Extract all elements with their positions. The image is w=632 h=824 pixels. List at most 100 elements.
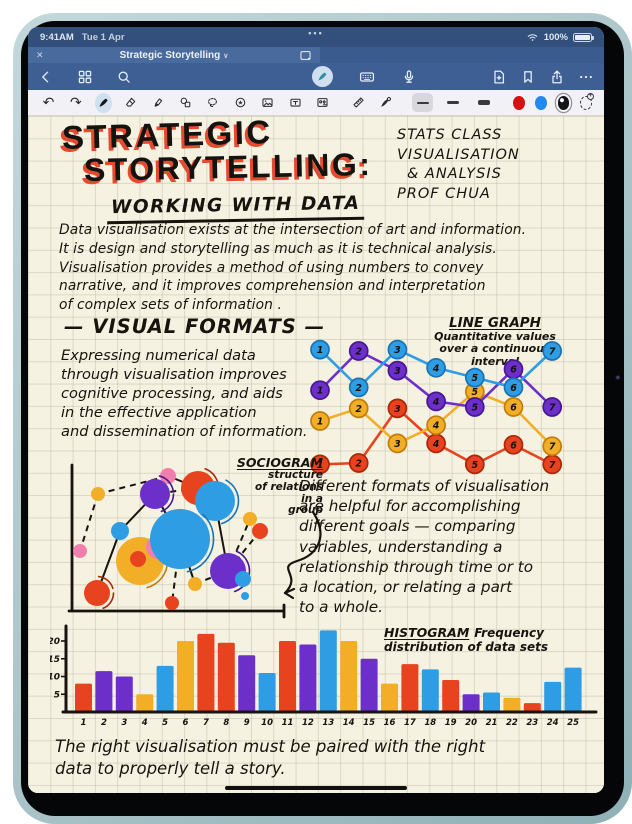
microphone-icon[interactable]: [401, 69, 417, 85]
pen-settings-tool[interactable]: [377, 93, 394, 113]
svg-text:2: 2: [355, 347, 362, 358]
share-icon[interactable]: [549, 69, 565, 85]
lasso-tool[interactable]: [205, 93, 222, 113]
svg-text:3: 3: [394, 439, 401, 450]
text-line: The right visualisation must be paired w…: [55, 737, 486, 756]
svg-text:4: 4: [141, 718, 148, 728]
battery-percent: 100%: [543, 31, 568, 43]
histogram-note: distribution of data sets: [384, 640, 549, 655]
svg-text:1: 1: [317, 345, 324, 356]
clock: 9:41AM: [40, 31, 74, 43]
svg-text:22: 22: [506, 718, 518, 728]
bookmark-icon[interactable]: [520, 69, 536, 85]
undo-button[interactable]: ↶: [42, 94, 55, 111]
svg-text:8: 8: [223, 718, 229, 728]
add-color-button[interactable]: +: [579, 92, 595, 110]
search-icon[interactable]: [116, 69, 132, 85]
stroke-thickness-medium[interactable]: [443, 93, 463, 112]
stickers-stamp-tool[interactable]: [232, 93, 249, 113]
ipad-device-frame: 9:41AM Tue 1 Apr ••• 100% ✕ Strateg: [13, 13, 632, 824]
elements-tool[interactable]: [314, 93, 331, 113]
svg-text:5: 5: [54, 690, 60, 700]
tab-title: Strategic Storytelling ∨: [119, 49, 229, 61]
formats-paragraph: Different formats of visualisation are he…: [299, 476, 549, 618]
keyboard-icon[interactable]: [359, 69, 375, 85]
svg-text:7: 7: [549, 347, 556, 358]
svg-text:13: 13: [322, 718, 334, 728]
text-line: relationship through time or to: [299, 557, 534, 576]
section-heading-visual-formats: — VISUAL FORMATS —: [64, 315, 326, 338]
svg-text:5: 5: [471, 387, 478, 398]
status-bar: 9:41AM Tue 1 Apr ••• 100%: [28, 27, 604, 47]
text-line: cognitive processing, and aids: [61, 384, 283, 402]
split-view-icon[interactable]: [299, 49, 312, 62]
tab-strategic-storytelling[interactable]: ✕ Strategic Storytelling ∨: [28, 47, 320, 63]
tab-bar: ✕ Strategic Storytelling ∨: [28, 47, 604, 63]
color-swatch-blue[interactable]: [535, 95, 548, 110]
text-box-tool[interactable]: [287, 93, 304, 113]
sociogram-note: structure of relations in a group: [211, 469, 323, 517]
svg-text:20: 20: [465, 718, 477, 728]
text-line: It is design and storytelling as much as…: [59, 240, 497, 257]
chevron-down-icon: ∨: [223, 52, 229, 60]
histogram-chart: 1 2 3 4 5 6 7 8 9 10 11 12 13 14 15 16 17 18 19 20 21 22 23 24 2…: [50, 624, 598, 728]
line-graph-note: Quantitative values over a continuous inte…: [400, 330, 590, 368]
note-subtitle: WORKING WITH DATA: [106, 192, 365, 225]
color-swatch-black-selected[interactable]: [557, 95, 570, 110]
add-page-icon[interactable]: [491, 69, 507, 85]
text-line: in a: [301, 492, 323, 505]
intro-paragraph: Data visualisation exists at the interse…: [59, 221, 526, 315]
svg-text:1: 1: [317, 460, 324, 471]
close-tab-icon[interactable]: ✕: [36, 49, 44, 60]
thumbnails-grid-button[interactable]: [77, 69, 93, 85]
line-graph-chart: 1 2 3 4 5 6 7 1 2 3 4 5 6 7 1 2 3 4 5 6 7 1 2 3 4 5 6 7: [310, 339, 563, 475]
color-swatch-red[interactable]: [512, 95, 525, 110]
svg-text:5: 5: [162, 718, 168, 728]
svg-text:14: 14: [343, 718, 355, 728]
pen-tools-toolbar: ↶ ↷: [28, 90, 604, 116]
text-line: data to properly tell a story.: [55, 759, 286, 779]
svg-text:1: 1: [81, 718, 87, 728]
back-button[interactable]: [38, 69, 54, 85]
pen-tool[interactable]: [94, 92, 112, 113]
closing-paragraph: The right visualisation must be paired w…: [55, 736, 485, 781]
text-line: Expressing numerical data: [61, 347, 256, 364]
highlighter-tool[interactable]: [150, 93, 167, 113]
svg-text:6: 6: [510, 440, 517, 451]
note-page-canvas[interactable]: STRATEGIC STORYTELLING: WORKING WITH DAT…: [28, 116, 604, 793]
text-line: in the effective application: [61, 403, 257, 421]
svg-text:3: 3: [394, 366, 401, 377]
expressing-paragraph: Expressing numerical data through visuali…: [61, 347, 307, 442]
shapes-tool[interactable]: [177, 93, 194, 113]
text-line: structure: [268, 469, 323, 481]
svg-text:11: 11: [282, 718, 294, 728]
svg-text:7: 7: [549, 460, 556, 471]
svg-text:25: 25: [567, 718, 579, 728]
text-line: & ANALYSIS: [407, 166, 502, 183]
sociogram-chart: [67, 463, 286, 619]
sociogram-label: SOCIOGRAM structure of relations in a group: [211, 455, 323, 517]
svg-text:24: 24: [547, 718, 559, 728]
more-menu-icon[interactable]: [578, 69, 594, 85]
stroke-thickness-thick[interactable]: [474, 93, 494, 112]
front-camera: [615, 375, 622, 382]
svg-text:6: 6: [510, 383, 517, 394]
svg-text:1: 1: [317, 386, 324, 397]
svg-text:4: 4: [432, 397, 440, 408]
home-indicator[interactable]: [225, 786, 407, 790]
sociogram-arrow: [283, 510, 322, 600]
svg-text:7: 7: [549, 442, 556, 453]
image-tool[interactable]: [259, 93, 276, 113]
redo-button[interactable]: ↷: [70, 94, 82, 111]
multitask-dots-handle[interactable]: •••: [308, 28, 324, 38]
svg-text:18: 18: [424, 718, 436, 728]
pen-mode-button[interactable]: [312, 66, 333, 87]
svg-text:19: 19: [445, 718, 457, 728]
svg-text:6: 6: [510, 365, 517, 376]
eraser-tool[interactable]: [122, 93, 139, 113]
stroke-thickness-thin[interactable]: [412, 93, 433, 112]
svg-text:6: 6: [183, 718, 189, 728]
svg-text:7: 7: [203, 718, 209, 728]
ruler-tool[interactable]: [350, 93, 367, 113]
